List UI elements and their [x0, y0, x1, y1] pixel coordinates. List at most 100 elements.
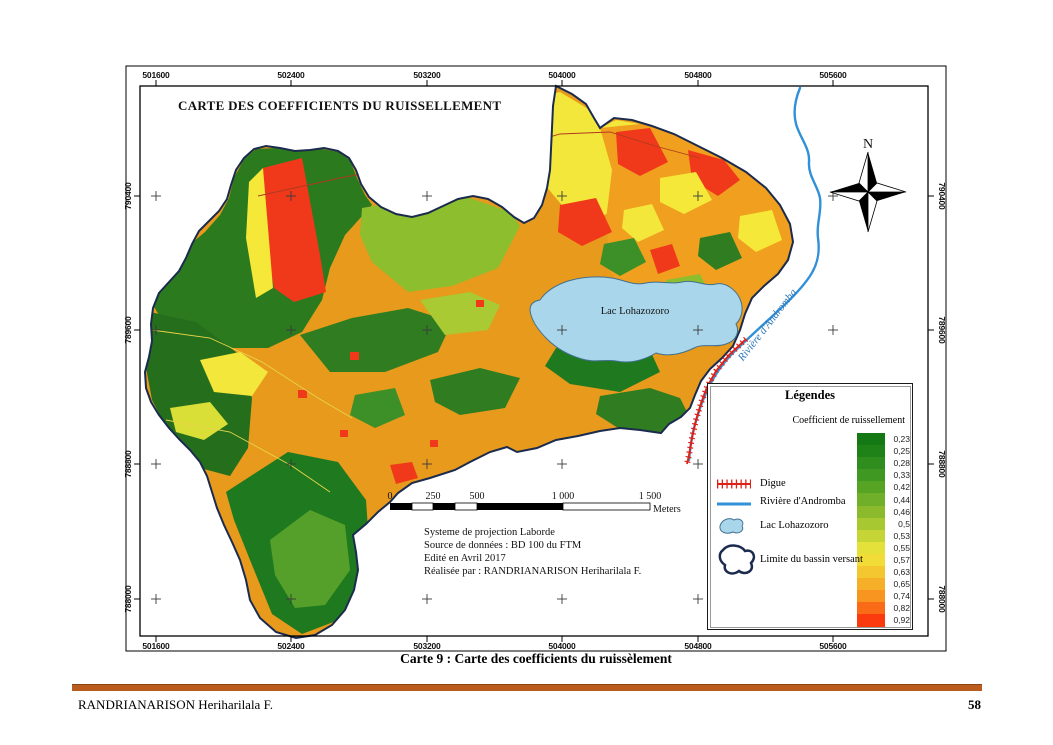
credit-line-3: Edité en Avril 2017	[424, 553, 506, 564]
legend-item-riviere: Rivière d'Andromba	[760, 496, 846, 507]
basin-outline	[143, 84, 795, 640]
x-coord-bottom-1: 502400	[277, 641, 305, 651]
credit-line-4: Réalisée par : RANDRIANARISON Heriharila…	[424, 566, 641, 577]
x-coord-top-0: 501600	[142, 70, 170, 80]
ramp-swatch	[857, 614, 885, 627]
frame-ticks	[134, 80, 934, 642]
ramp-swatch	[857, 493, 885, 506]
scale-tick-500: 500	[470, 491, 485, 502]
credit-line-1: Systeme de projection Laborde	[424, 527, 555, 538]
ramp-swatch	[857, 505, 885, 518]
ramp-value: 0,46	[893, 506, 910, 517]
legend-item-limite: Limite du bassin versant	[760, 554, 863, 565]
y-coord-right-3: 788000	[937, 585, 947, 613]
ramp-row: 0,74	[857, 590, 911, 603]
y-coord-left-2: 788800	[123, 450, 133, 478]
digue-line	[684, 336, 749, 465]
track-line	[151, 329, 353, 419]
x-coord-top-2: 503200	[413, 70, 441, 80]
ramp-row: 0,28	[857, 457, 911, 470]
map-title: CARTE DES COEFFICIENTS DU RUISSELLEMENT	[178, 98, 501, 113]
legend-box: Légendes Coefficient de ruissellement 0,…	[707, 383, 913, 630]
scale-tick-0: 0	[388, 491, 393, 502]
ramp-row: 0,92	[857, 614, 911, 627]
ramp-row: 0,55	[857, 541, 911, 554]
lake-symbol-icon	[719, 518, 744, 534]
ramp-swatch	[857, 602, 885, 615]
ramp-value: 0,63	[893, 567, 910, 578]
scale-tick-250: 250	[426, 491, 441, 502]
ramp-swatch	[857, 481, 885, 494]
ramp-value: 0,33	[893, 470, 910, 481]
y-coord-left-3: 788000	[123, 585, 133, 613]
basin-limit-symbol-icon	[718, 544, 756, 575]
ramp-swatch	[857, 445, 885, 458]
x-coord-top-4: 504800	[684, 70, 712, 80]
x-coord-top-5: 505600	[819, 70, 847, 80]
ramp-value: 0,44	[893, 494, 910, 505]
ramp-value: 0,57	[893, 554, 910, 565]
lake-label: Lac Lohazozoro	[601, 306, 670, 317]
legend-color-ramp: 0,23 0,25 0,28 0,33 0,42 0,44 0,46 0,5 0,53 0,55 0…	[857, 433, 911, 627]
y-coord-left-0: 790400	[123, 182, 133, 210]
x-coord-bottom-5: 505600	[819, 641, 847, 651]
x-coord-top-1: 502400	[277, 70, 305, 80]
y-coord-left-1: 789600	[123, 316, 133, 344]
ramp-value: 0,25	[893, 446, 910, 457]
ramp-value: 0,74	[893, 591, 910, 602]
ramp-row: 0,57	[857, 553, 911, 567]
legend-item-digue: Digue	[760, 478, 786, 489]
ramp-value: 0,92	[893, 615, 910, 626]
ramp-swatch	[857, 433, 885, 446]
y-coord-right-1: 789600	[937, 316, 947, 344]
track-line-2	[165, 419, 331, 493]
ramp-row: 0,5	[857, 517, 911, 530]
map-credits: Systeme de projection Laborde Source de …	[424, 527, 641, 577]
legend-ramp-title: Coefficient de ruissellement	[792, 415, 905, 426]
scale-bar: 0 250 500 1 000 1 500 Meters	[388, 491, 681, 515]
ramp-swatch	[857, 469, 885, 482]
ramp-row: 0,82	[857, 602, 911, 615]
scale-unit: Meters	[653, 504, 681, 515]
legend-item-lac: Lac Lohazozoro	[760, 520, 829, 531]
river-symbol-icon	[717, 502, 751, 506]
digue-symbol-icon	[717, 479, 751, 489]
ramp-swatch	[857, 553, 885, 567]
y-coord-right-2: 788800	[937, 450, 947, 478]
footer-rule	[72, 684, 982, 691]
x-coord-bottom-0: 501600	[142, 641, 170, 651]
ramp-value: 0,28	[893, 458, 910, 469]
ramp-swatch	[857, 529, 885, 542]
north-arrow-label: N	[863, 137, 873, 152]
ramp-row: 0,25	[857, 445, 911, 458]
ramp-row: 0,65	[857, 578, 911, 591]
ramp-value: 0,53	[893, 530, 910, 541]
scale-tick-1500: 1 500	[639, 491, 662, 502]
ramp-value: 0,42	[893, 482, 910, 493]
x-coord-bottom-2: 503200	[413, 641, 441, 651]
footer-page-number: 58	[968, 697, 981, 712]
ramp-row: 0,33	[857, 469, 911, 482]
ramp-swatch	[857, 517, 885, 530]
ramp-row: 0,42	[857, 481, 911, 494]
ramp-value: 0,82	[893, 603, 910, 614]
ramp-swatch	[857, 457, 885, 470]
north-arrow-icon: N	[829, 137, 907, 233]
x-coord-bottom-3: 504000	[548, 641, 576, 651]
ramp-swatch	[857, 578, 885, 591]
ramp-row: 0,53	[857, 529, 911, 542]
scale-tick-1000: 1 000	[552, 491, 575, 502]
ramp-swatch	[857, 541, 885, 554]
x-coord-bottom-4: 504800	[684, 641, 712, 651]
ramp-row: 0,63	[857, 566, 911, 579]
map-outer-neatline	[125, 65, 947, 652]
ramp-row: 0,44	[857, 493, 911, 506]
map-inner-frame	[139, 85, 929, 637]
map-caption: Carte 9 : Carte des coefficients du ruis…	[400, 651, 672, 666]
ramp-swatch	[857, 590, 885, 603]
legend-title: Légendes	[785, 388, 835, 402]
legend-inner-border	[709, 385, 911, 628]
ramp-value: 0,55	[893, 542, 910, 553]
